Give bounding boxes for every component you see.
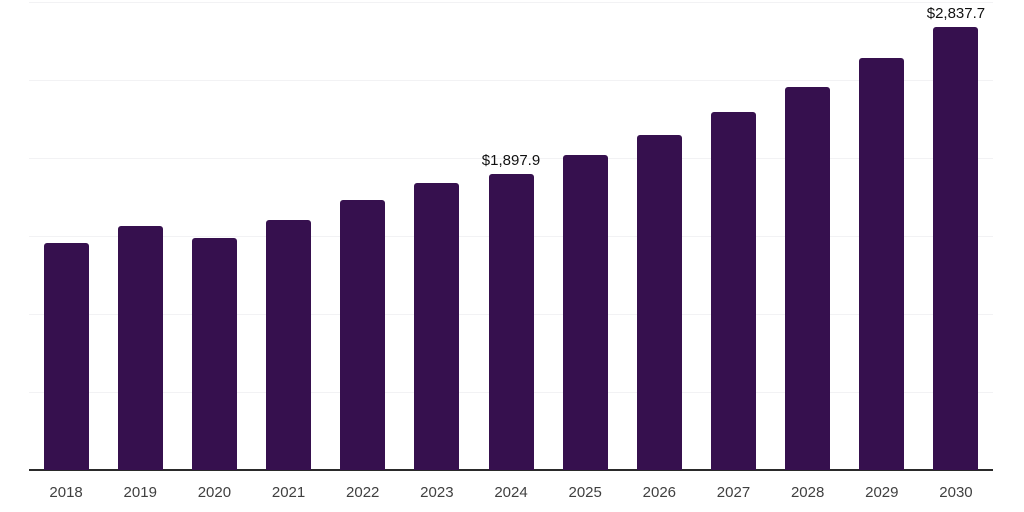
x-tick-2029: 2029 <box>865 484 899 501</box>
bar-2021[interactable] <box>266 220 312 470</box>
x-tick-2023: 2023 <box>420 484 454 501</box>
gridline-2500 <box>29 80 993 81</box>
bar-2027[interactable] <box>710 111 756 470</box>
gridline-2000 <box>29 158 993 159</box>
bar-2019[interactable] <box>117 225 163 470</box>
bar-2024[interactable]: $1,897.9 <box>482 152 540 470</box>
bar-2028[interactable] <box>785 86 831 470</box>
x-tick-2026: 2026 <box>642 484 677 501</box>
x-tick-2025: 2025 <box>568 484 602 501</box>
bar-2020[interactable] <box>191 238 237 470</box>
bar-2018[interactable] <box>43 242 89 470</box>
x-axis-line <box>29 469 993 471</box>
x-tick-2020: 2020 <box>197 484 232 501</box>
bar-value-label-2030: $2,837.7 <box>926 5 986 23</box>
bar-2023[interactable] <box>414 183 460 470</box>
bar-2026[interactable] <box>636 134 682 470</box>
plot-area: $1,897.9 $2,837.7 <box>29 2 993 471</box>
x-tick-2018: 2018 <box>49 484 83 501</box>
gridline-3000 <box>29 2 993 3</box>
x-tick-2024: 2024 <box>494 484 528 501</box>
x-tick-2028: 2028 <box>790 484 825 501</box>
bar-2029[interactable] <box>859 58 905 470</box>
x-tick-2030: 2030 <box>939 484 973 501</box>
bar-2030[interactable]: $2,837.7 <box>927 5 985 470</box>
bar-2022[interactable] <box>340 200 386 470</box>
x-tick-2027: 2027 <box>716 484 751 501</box>
x-tick-2019: 2019 <box>123 484 157 501</box>
x-tick-2022: 2022 <box>346 484 380 501</box>
bar-2025[interactable] <box>562 155 608 470</box>
x-tick-2021: 2021 <box>271 484 306 501</box>
bar-value-label-2024: $1,897.9 <box>481 151 541 169</box>
x-axis-tick-labels: 2018 2019 2020 2021 2022 2023 2024 2025 2026 2027… <box>29 484 993 501</box>
